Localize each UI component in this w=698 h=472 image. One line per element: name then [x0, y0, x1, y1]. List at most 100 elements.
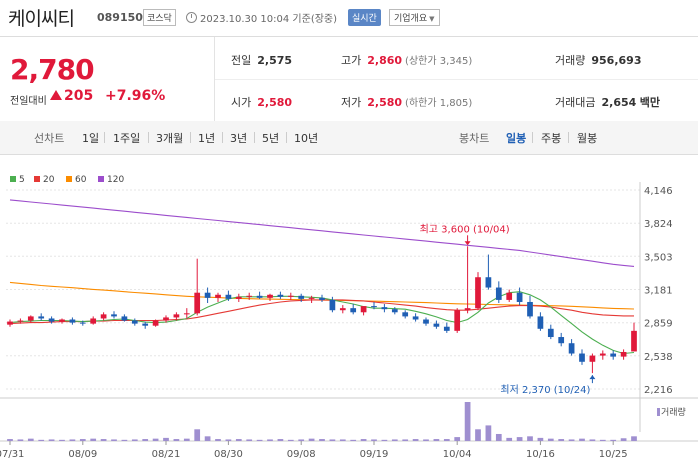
volume-bar — [27, 438, 34, 441]
candle-body — [69, 319, 76, 323]
high-annotation: 최고 3,600 (10/04) — [420, 223, 510, 235]
low-arrow-head — [589, 375, 596, 380]
candle-body — [27, 316, 34, 321]
volume-bar — [568, 439, 575, 441]
timestamp-text: 2023.10.30 10:04 기준(장중) — [200, 14, 338, 25]
candle-body — [433, 323, 440, 327]
volume-bar — [319, 439, 325, 441]
volume-bar — [163, 437, 169, 441]
x-tick-label: 10/16 — [526, 449, 555, 460]
volume-bar — [7, 439, 13, 441]
candle-body — [194, 292, 201, 314]
legend-ma20[interactable]: 20 — [34, 175, 54, 185]
candle-body — [121, 316, 128, 321]
tab-10y[interactable]: 10년 — [294, 132, 319, 145]
candle-body — [620, 351, 627, 357]
stock-name: 케이씨티 — [8, 8, 75, 30]
candle-body — [589, 355, 596, 362]
volume-bar — [267, 439, 273, 441]
divider — [532, 132, 533, 143]
candle-body — [371, 306, 377, 308]
open-price: 시가 2,580 — [231, 94, 292, 110]
candle-body — [381, 307, 388, 310]
volume-bar — [558, 439, 565, 441]
candle-body — [38, 316, 45, 319]
tab-1w[interactable]: 1주일 — [113, 132, 141, 145]
tab-daily[interactable]: 일봉 — [506, 132, 527, 145]
tab-1d[interactable]: 1일 — [82, 132, 100, 145]
tab-weekly[interactable]: 주봉 — [541, 132, 562, 145]
candle-body — [131, 320, 138, 324]
candle-body — [7, 321, 13, 325]
candle-body — [287, 295, 294, 297]
candle-body — [277, 294, 284, 297]
tab-3m[interactable]: 3개월 — [156, 132, 184, 145]
candle-body — [100, 314, 107, 319]
divider — [215, 79, 698, 80]
volume-bar — [173, 439, 180, 441]
open-value: 2,580 — [257, 96, 293, 109]
y-tick-label: 4,146 — [644, 186, 673, 197]
change-value: 205 — [50, 88, 93, 104]
y-tick-label: 2,859 — [644, 319, 673, 330]
low-value: 2,580 — [367, 96, 403, 109]
company-info-dropdown[interactable]: 기업개요 ▼ — [389, 9, 440, 26]
tab-monthly[interactable]: 월봉 — [577, 132, 598, 145]
volume-bar — [194, 429, 201, 441]
volume-bar — [235, 439, 242, 441]
candle-body — [610, 353, 617, 357]
volume-bar — [111, 439, 117, 441]
volume-bar — [620, 438, 627, 441]
volume-bar — [537, 437, 544, 441]
candle-body — [454, 310, 461, 331]
legend-ma60[interactable]: 60 — [66, 175, 86, 185]
market-badge: 코스닥 — [143, 9, 176, 26]
ma120-line — [9, 199, 635, 267]
candle-body — [402, 312, 409, 317]
volume-bar — [506, 437, 513, 441]
volume-bar — [579, 438, 585, 441]
candle-body — [391, 309, 398, 313]
chart-tabs: 선차트 1일 1주일 3개월 1년 3년 5년 10년 봉차트 일봉 주봉 월봉 — [0, 121, 698, 155]
timestamp: 2023.10.30 10:04 기준(장중) — [186, 10, 337, 25]
high-arrow-head — [464, 241, 471, 246]
volume-bar — [412, 439, 419, 441]
candle-body — [173, 314, 180, 318]
up-triangle-icon — [50, 90, 62, 100]
x-tick-label: 08/09 — [68, 449, 97, 460]
day-high: 고가 2,860 (상한가 3,345) — [341, 52, 472, 68]
candle-body — [163, 317, 169, 321]
tab-5y[interactable]: 5년 — [262, 132, 280, 145]
volume-bar — [131, 439, 138, 441]
volume-bar — [121, 439, 128, 441]
candle-body — [443, 326, 450, 331]
tab-3y[interactable]: 3년 — [230, 132, 248, 145]
realtime-button[interactable]: 실시간 — [348, 9, 381, 26]
candle-body — [412, 316, 419, 320]
upper-limit: (상한가 3,345) — [405, 56, 473, 67]
candle-body — [142, 323, 149, 326]
legend-label: 5 — [19, 175, 25, 185]
divider — [222, 132, 223, 143]
x-tick-label: 08/21 — [152, 449, 181, 460]
tab-1y[interactable]: 1년 — [198, 132, 216, 145]
divider — [286, 132, 287, 143]
candle-body — [48, 318, 55, 322]
y-tick-label: 3,181 — [644, 286, 673, 297]
legend-ma5[interactable]: 5 — [10, 175, 25, 185]
candlestick-chart[interactable]: 4,146 3,824 3,503 3,181 2,859 2,538 2,216 최고 3,… — [0, 160, 698, 472]
candle-body — [267, 294, 273, 298]
divider — [190, 132, 191, 143]
change-label: 전일대비 — [10, 96, 47, 107]
legend-label: 120 — [107, 175, 125, 185]
prev-close-value: 2,575 — [257, 54, 293, 67]
legend-ma120[interactable]: 120 — [98, 175, 124, 185]
candle-body — [506, 292, 513, 300]
legend-swatch — [34, 176, 40, 182]
volume-bar — [381, 439, 388, 441]
y-tick-label: 2,216 — [644, 385, 673, 396]
candle-body — [464, 308, 471, 311]
y-tick-label: 3,503 — [644, 252, 673, 263]
volume-bar — [339, 439, 346, 441]
candle-body — [350, 308, 357, 313]
